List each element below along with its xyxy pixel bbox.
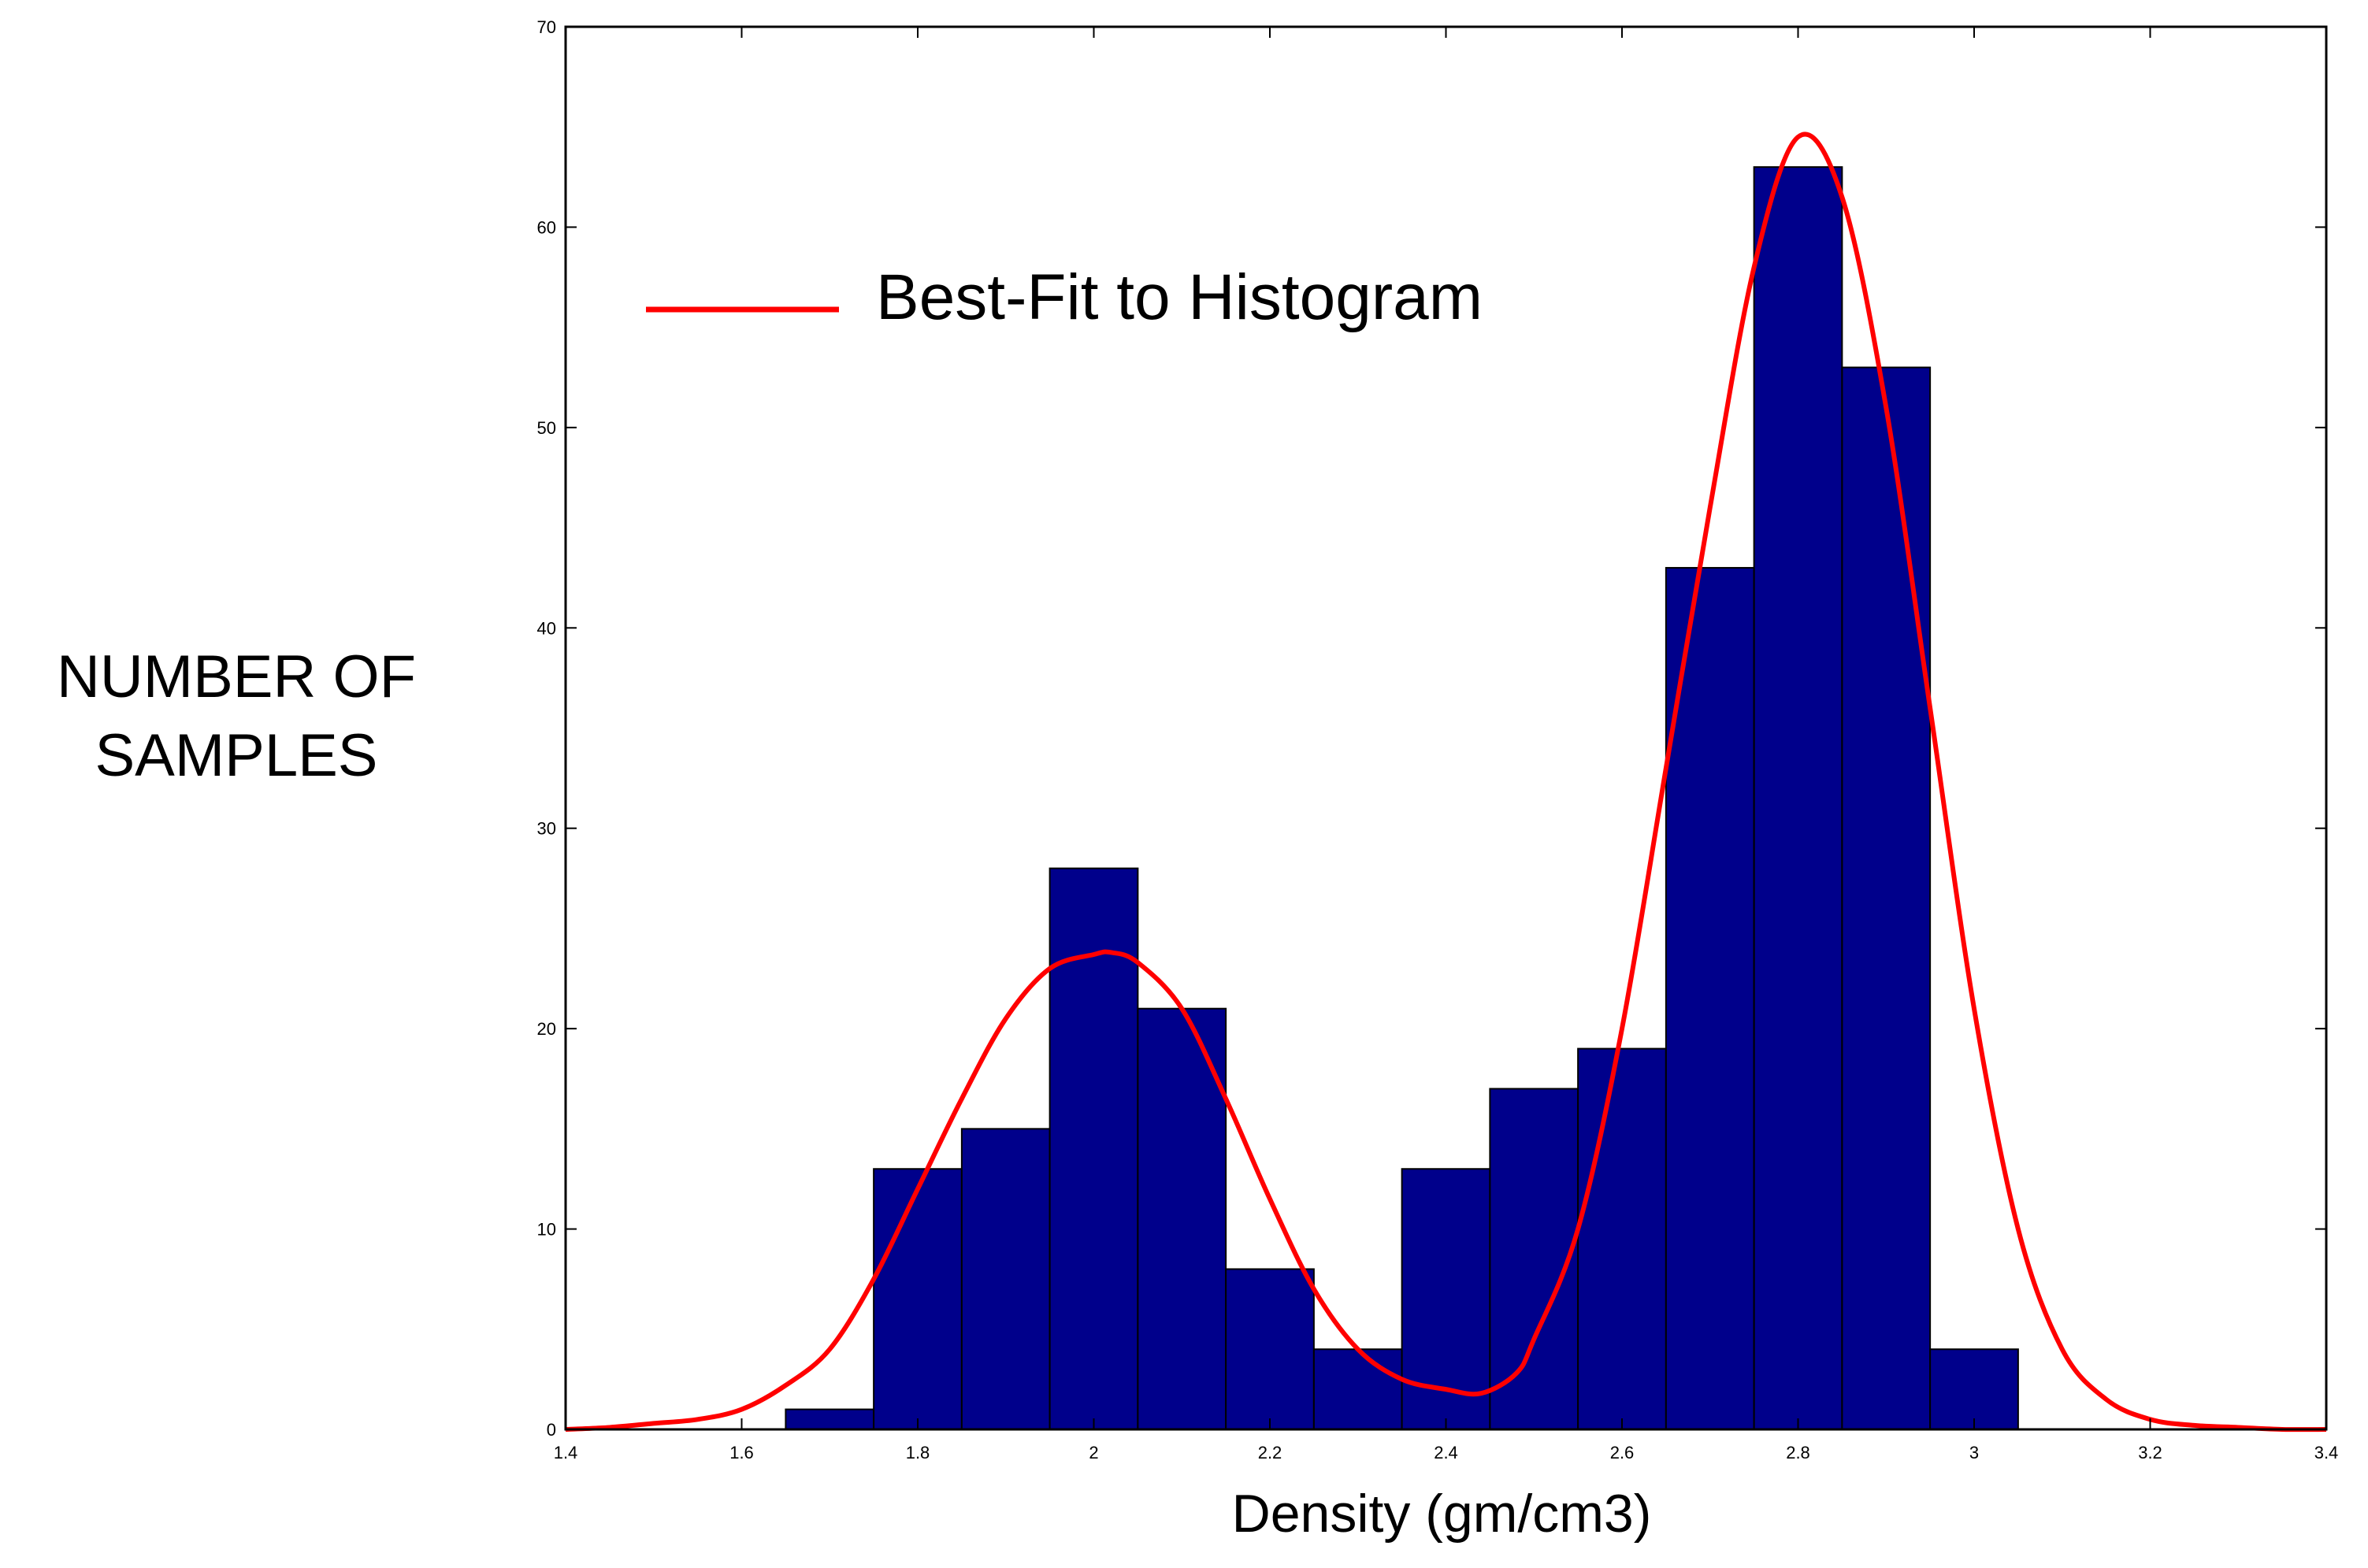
y-tick-label: 30 [537,819,556,839]
fit-layer [565,132,2327,1433]
y-tick-label: 40 [537,618,556,638]
x-ticks: 1.4 1.6 1.8 2 2.2 2.4 2.6 2.8 3 3.2 3.4 [554,27,2339,1462]
y-tick-label: 20 [537,1019,556,1039]
x-tick-label: 2.8 [1786,1443,1810,1462]
x-tick-label: 2.2 [1258,1443,1282,1462]
bar-2.2 [1225,1268,1315,1431]
x-tick-label: 3.4 [2314,1443,2339,1462]
x-tick-label: 3.2 [2138,1443,2162,1462]
bar-2.9 [1841,366,1932,1430]
y-tick-label: 10 [537,1220,556,1240]
bar-2.1 [1137,1007,1227,1430]
y-tick-label: 0 [547,1420,556,1440]
y-tick-label: 70 [537,17,556,37]
bar-2.3 [1312,1348,1403,1430]
bar-1.7 [785,1408,875,1430]
y-tick-label: 50 [537,418,556,438]
bar-1.9 [960,1128,1051,1431]
x-tick-label: 2.4 [1434,1443,1458,1462]
x-tick-label: 3 [1969,1443,1979,1462]
x-tick-label: 1.6 [729,1443,754,1462]
bar-2.8 [1753,166,1843,1431]
bars-layer [785,166,2019,1431]
legend: Best-Fit to Histogram [646,261,1483,333]
bar-2.5 [1489,1088,1579,1430]
x-tick-label: 2 [1089,1443,1098,1462]
bar-2.6 [1577,1047,1667,1430]
bar-2.7 [1665,566,1755,1430]
y-axis-title-line-2: SAMPLES [95,722,377,789]
y-axis-title: NUMBER OF SAMPLES [57,643,416,789]
y-tick-label: 60 [537,217,556,237]
x-tick-label: 2.6 [1610,1443,1635,1462]
x-tick-label: 1.4 [554,1443,578,1462]
legend-label-fit: Best-Fit to Histogram [876,261,1483,333]
y-ticks: 0 10 20 30 40 50 60 70 [537,17,2326,1440]
bar-3.0 [1929,1348,2019,1430]
x-axis-title: Density (gm/cm3) [1232,1484,1652,1544]
y-axis-title-line-1: NUMBER OF [57,643,416,710]
bar-1.8 [873,1168,963,1430]
x-tick-label: 1.8 [906,1443,930,1462]
best-fit-curve [565,132,2327,1433]
